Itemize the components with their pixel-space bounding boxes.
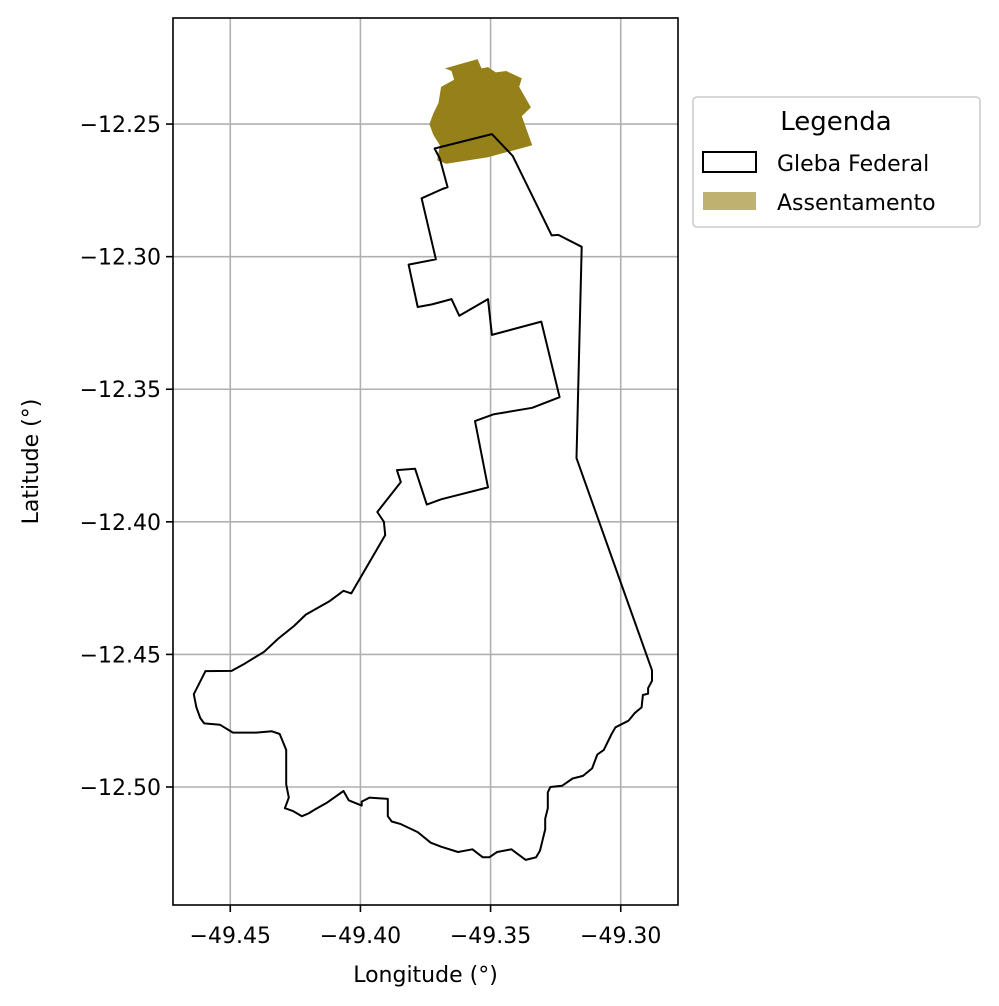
legend-title: Legenda (780, 107, 891, 137)
y-tick-label: −12.50 (80, 776, 161, 801)
y-tick-label: −12.45 (80, 643, 161, 668)
y-tick-label: −12.30 (80, 246, 161, 271)
y-tick-label: −12.35 (80, 378, 161, 403)
y-axis-title: Latitude (°) (19, 399, 44, 525)
x-tick-label: −49.30 (580, 924, 661, 949)
legend-swatch-gleba-federal (702, 151, 757, 173)
polygon-gleba-federal (192, 133, 653, 861)
legend: Legenda Gleba Federal Assentamento (692, 96, 981, 228)
x-tick-label: −49.40 (320, 924, 401, 949)
x-tick-label: −49.35 (450, 924, 531, 949)
map-polygons (192, 59, 653, 861)
x-tick-label: −49.45 (190, 924, 271, 949)
polygon-assentamento (429, 59, 533, 164)
plot-area-frame (172, 17, 679, 906)
grid-lines (173, 18, 678, 905)
legend-frame (692, 96, 981, 228)
legend-swatch-assentamento (703, 192, 756, 210)
axis-ticks: −49.45 −49.40 −49.35 −49.30 −12.25 −12.30 −12.… (80, 113, 662, 949)
y-tick-label: −12.40 (80, 511, 161, 536)
y-tick-label: −12.25 (80, 113, 161, 138)
legend-label-assentamento: Assentamento (777, 191, 936, 216)
x-axis-title: Longitude (°) (353, 963, 498, 988)
legend-label-gleba-federal: Gleba Federal (777, 152, 929, 177)
